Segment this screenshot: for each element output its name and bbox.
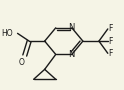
Text: F: F <box>108 37 113 46</box>
Text: N: N <box>69 23 75 32</box>
Text: N: N <box>69 50 75 59</box>
Text: O: O <box>19 58 25 67</box>
Text: HO: HO <box>1 29 13 38</box>
Text: F: F <box>108 24 113 33</box>
Text: F: F <box>108 49 113 58</box>
